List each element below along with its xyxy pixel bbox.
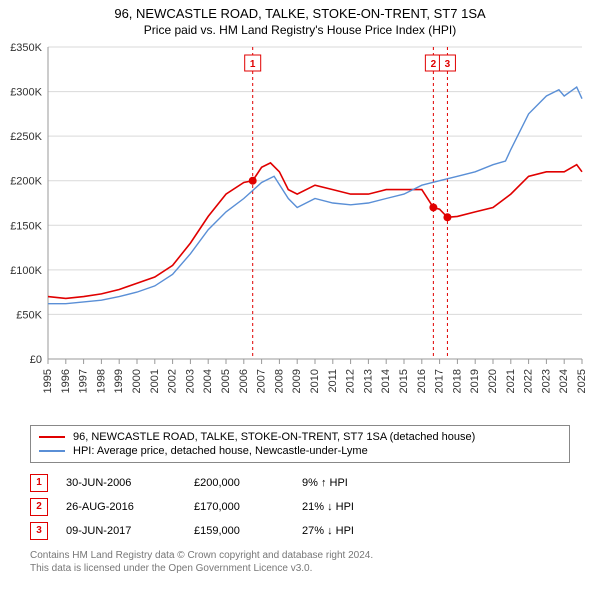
event-price: £200,000: [194, 477, 284, 489]
event-row-1: 1 30-JUN-2006 £200,000 9% ↑ HPI: [30, 471, 570, 495]
svg-text:2001: 2001: [149, 369, 161, 393]
event-date: 09-JUN-2017: [66, 525, 176, 537]
series-property: [48, 163, 582, 299]
legend-item-0: 96, NEWCASTLE ROAD, TALKE, STOKE-ON-TREN…: [39, 430, 561, 444]
chart-title-line2: Price paid vs. HM Land Registry's House …: [0, 23, 600, 39]
svg-text:2000: 2000: [131, 369, 143, 393]
svg-text:1998: 1998: [95, 369, 107, 393]
svg-text:2010: 2010: [309, 369, 321, 393]
svg-text:2: 2: [431, 59, 437, 70]
svg-text:2019: 2019: [469, 369, 481, 393]
event-delta: 27% ↓ HPI: [302, 525, 422, 537]
svg-text:2018: 2018: [451, 369, 463, 393]
svg-text:2011: 2011: [327, 369, 339, 393]
price-chart: £0 £50K £100K £150K £200K £250K £300K £350K 1995…: [0, 39, 600, 419]
svg-text:2009: 2009: [291, 369, 303, 393]
event-row-3: 3 09-JUN-2017 £159,000 27% ↓ HPI: [30, 519, 570, 543]
event-date: 30-JUN-2006: [66, 477, 176, 489]
legend: 96, NEWCASTLE ROAD, TALKE, STOKE-ON-TREN…: [30, 425, 570, 463]
event-price: £170,000: [194, 501, 284, 513]
events-table: 1 30-JUN-2006 £200,000 9% ↑ HPI 2 26-AUG-2016…: [30, 471, 570, 543]
legend-swatch: [39, 450, 65, 452]
legend-swatch: [39, 436, 65, 438]
svg-text:2013: 2013: [362, 369, 374, 393]
svg-text:£350K: £350K: [10, 42, 42, 54]
svg-text:2023: 2023: [540, 369, 552, 393]
svg-text:1997: 1997: [78, 369, 90, 393]
svg-text:£100K: £100K: [10, 265, 42, 277]
chart-title-line1: 96, NEWCASTLE ROAD, TALKE, STOKE-ON-TREN…: [0, 0, 600, 23]
svg-text:£150K: £150K: [10, 220, 42, 232]
event-dot-2: [429, 203, 437, 211]
svg-text:2025: 2025: [576, 369, 588, 393]
event-badge: 1: [30, 474, 48, 492]
svg-text:2020: 2020: [487, 369, 499, 393]
svg-text:2008: 2008: [273, 369, 285, 393]
event-delta: 21% ↓ HPI: [302, 501, 422, 513]
svg-text:2017: 2017: [434, 369, 446, 393]
footer-attribution: Contains HM Land Registry data © Crown c…: [30, 549, 570, 575]
svg-text:£250K: £250K: [10, 131, 42, 143]
svg-text:£0: £0: [30, 354, 42, 366]
svg-text:1996: 1996: [60, 369, 72, 393]
svg-text:2006: 2006: [238, 369, 250, 393]
event-dot-1: [249, 177, 257, 185]
svg-text:2004: 2004: [202, 369, 214, 393]
svg-text:2007: 2007: [256, 369, 268, 393]
svg-text:3: 3: [445, 59, 451, 70]
legend-label: HPI: Average price, detached house, Newc…: [73, 445, 368, 457]
svg-text:1: 1: [250, 59, 256, 70]
svg-text:2024: 2024: [558, 369, 570, 393]
svg-text:2002: 2002: [167, 369, 179, 393]
svg-text:1995: 1995: [42, 369, 54, 393]
event-badge: 3: [30, 522, 48, 540]
legend-label: 96, NEWCASTLE ROAD, TALKE, STOKE-ON-TREN…: [73, 431, 475, 443]
event-date: 26-AUG-2016: [66, 501, 176, 513]
svg-text:2016: 2016: [416, 369, 428, 393]
svg-text:2003: 2003: [184, 369, 196, 393]
svg-text:2022: 2022: [523, 369, 535, 393]
svg-text:£200K: £200K: [10, 176, 42, 188]
svg-text:2014: 2014: [380, 369, 392, 393]
event-row-2: 2 26-AUG-2016 £170,000 21% ↓ HPI: [30, 495, 570, 519]
svg-text:£300K: £300K: [10, 86, 42, 98]
series-hpi: [48, 87, 582, 304]
event-badge: 2: [30, 498, 48, 516]
svg-text:2005: 2005: [220, 369, 232, 393]
svg-text:2015: 2015: [398, 369, 410, 393]
event-dot-3: [443, 213, 451, 221]
svg-text:2012: 2012: [345, 369, 357, 393]
svg-text:2021: 2021: [505, 369, 517, 393]
legend-item-1: HPI: Average price, detached house, Newc…: [39, 444, 561, 458]
event-delta: 9% ↑ HPI: [302, 477, 422, 489]
footer-line1: Contains HM Land Registry data © Crown c…: [30, 549, 570, 562]
svg-text:1999: 1999: [113, 369, 125, 393]
footer-line2: This data is licensed under the Open Gov…: [30, 562, 570, 575]
svg-text:£50K: £50K: [16, 309, 42, 321]
event-price: £159,000: [194, 525, 284, 537]
chart-container: £0 £50K £100K £150K £200K £250K £300K £350K 1995…: [0, 39, 600, 419]
